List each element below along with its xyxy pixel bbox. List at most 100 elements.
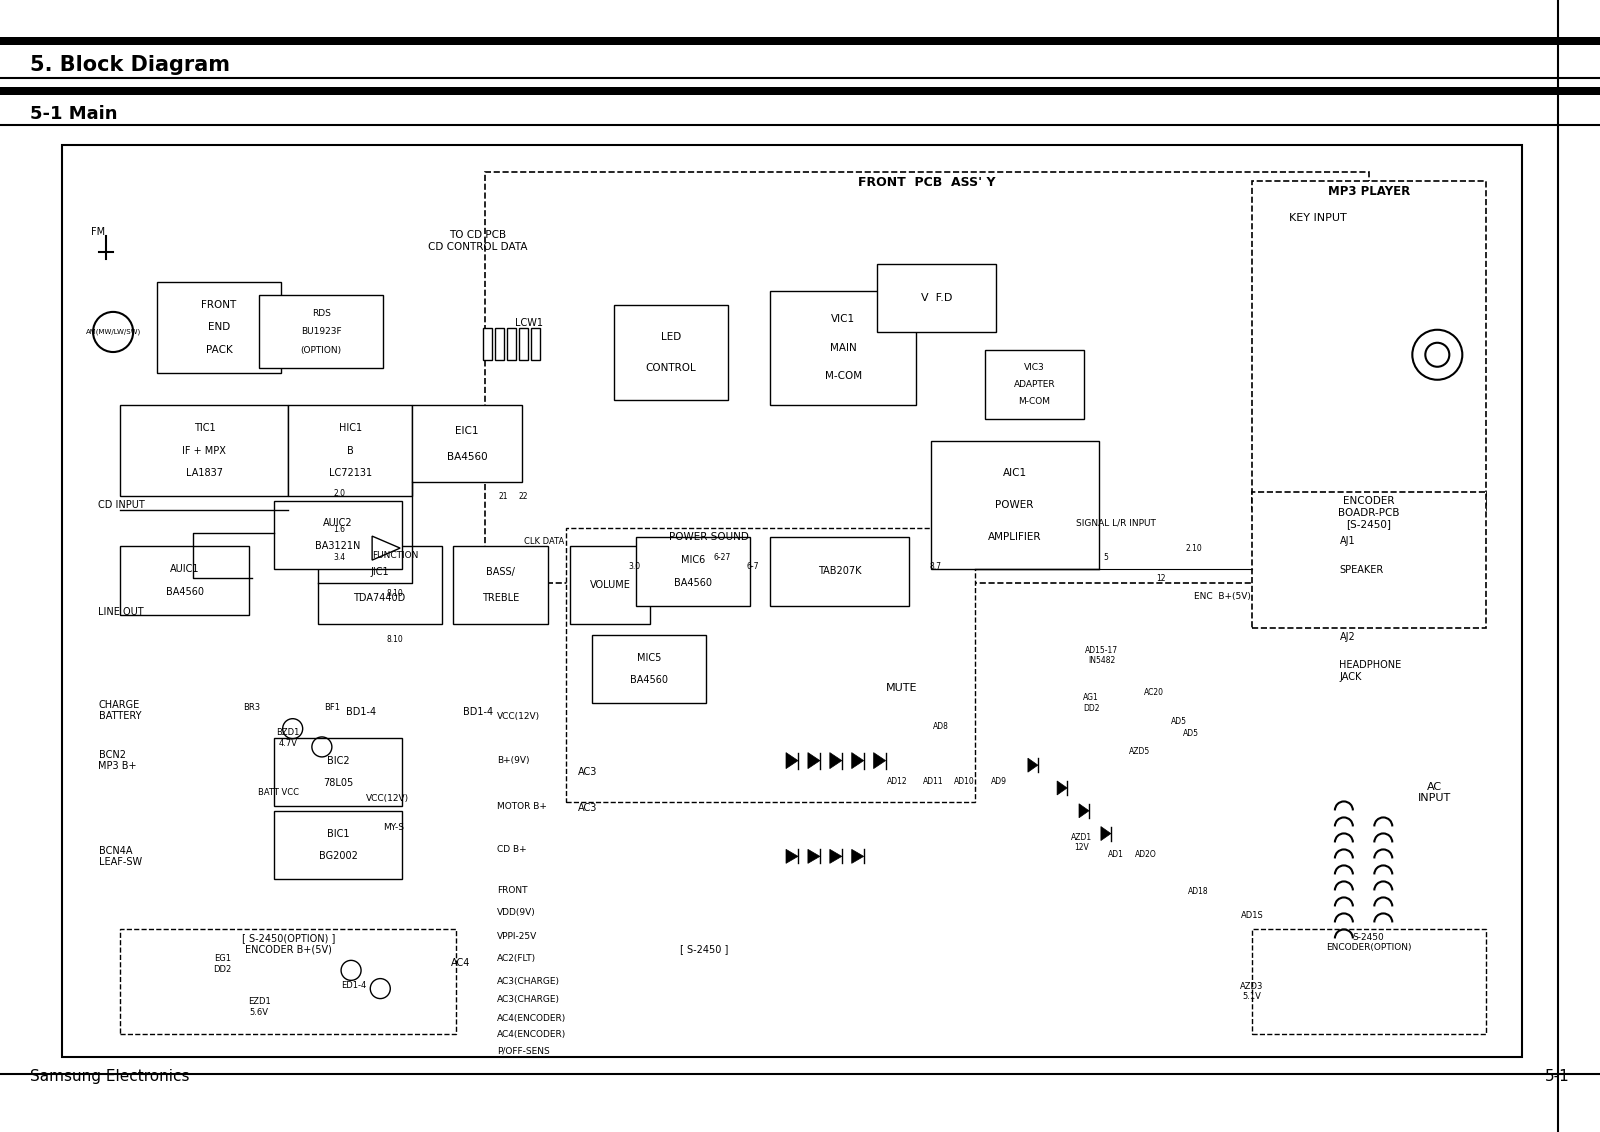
- Text: HIC1: HIC1: [339, 422, 362, 432]
- Bar: [453, 547, 549, 624]
- Text: CHARGE
BATTERY: CHARGE BATTERY: [99, 700, 141, 721]
- Text: MOTOR B+: MOTOR B+: [498, 801, 547, 811]
- Bar: [566, 528, 974, 801]
- Text: BASS/: BASS/: [486, 567, 515, 577]
- Text: 22: 22: [518, 491, 528, 500]
- Text: MIC6: MIC6: [680, 555, 706, 565]
- Bar: [635, 538, 750, 606]
- Text: ED1-4: ED1-4: [341, 981, 366, 990]
- Text: VPPI-25V: VPPI-25V: [498, 932, 538, 941]
- Text: AJ2: AJ2: [1339, 632, 1355, 642]
- Text: VIC3: VIC3: [1024, 362, 1045, 371]
- Bar: [62, 145, 1522, 1057]
- Text: AD18: AD18: [1187, 886, 1208, 895]
- Bar: [485, 172, 1368, 583]
- Text: BR3: BR3: [243, 703, 261, 712]
- Bar: [507, 328, 517, 360]
- Polygon shape: [1027, 758, 1038, 772]
- Text: TDA7440D: TDA7440D: [354, 593, 406, 603]
- Text: BIC2: BIC2: [326, 755, 349, 765]
- Text: AD9: AD9: [992, 777, 1008, 786]
- Text: TREBLE: TREBLE: [482, 593, 520, 603]
- Text: M-COM: M-COM: [824, 371, 862, 381]
- Text: EZD1
5.6V: EZD1 5.6V: [248, 997, 270, 1017]
- Text: AC2(FLT): AC2(FLT): [498, 954, 536, 963]
- Text: POWER-SOUND: POWER-SOUND: [669, 532, 749, 542]
- Text: AZD1
12V: AZD1 12V: [1070, 833, 1091, 852]
- Text: 8.7: 8.7: [930, 561, 941, 571]
- Text: AMPLIFIER: AMPLIFIER: [987, 532, 1042, 542]
- Text: AD10: AD10: [954, 777, 974, 786]
- Text: B+(9V): B+(9V): [498, 756, 530, 765]
- Text: MUTE: MUTE: [886, 683, 917, 693]
- Text: AD12: AD12: [886, 777, 907, 786]
- Bar: [0, 37, 1600, 45]
- Bar: [483, 328, 493, 360]
- Text: AZD5: AZD5: [1130, 747, 1150, 756]
- Bar: [274, 738, 402, 806]
- Text: AUIC1: AUIC1: [170, 564, 200, 574]
- Text: BCN2
MP3 B+: BCN2 MP3 B+: [99, 749, 138, 771]
- Bar: [120, 405, 288, 496]
- Text: HEADPHONE
JACK: HEADPHONE JACK: [1339, 660, 1402, 681]
- Bar: [274, 500, 402, 569]
- Text: EIC1: EIC1: [456, 426, 478, 436]
- Text: AC3(CHARGE): AC3(CHARGE): [498, 995, 560, 1004]
- Text: POWER: POWER: [995, 500, 1034, 511]
- Text: BCN4A
LEAF-SW: BCN4A LEAF-SW: [99, 846, 142, 867]
- Polygon shape: [1058, 781, 1067, 795]
- Polygon shape: [786, 753, 798, 769]
- Text: VCC(12V): VCC(12V): [366, 795, 410, 804]
- Polygon shape: [1078, 804, 1090, 817]
- Bar: [274, 811, 402, 880]
- Text: AD5: AD5: [1171, 717, 1187, 726]
- Text: BD1-4: BD1-4: [462, 708, 493, 718]
- Text: AC3: AC3: [578, 803, 597, 813]
- Text: AD15-17
IN5482: AD15-17 IN5482: [1085, 646, 1118, 666]
- Bar: [1251, 181, 1485, 509]
- Text: PACK: PACK: [205, 345, 232, 355]
- Text: M-COM: M-COM: [1018, 397, 1050, 406]
- Text: AUIC2: AUIC2: [323, 518, 352, 529]
- Text: CONTROL: CONTROL: [645, 363, 696, 374]
- Text: 5-1: 5-1: [1546, 1069, 1570, 1084]
- Text: ENCODER: ENCODER: [1342, 496, 1395, 506]
- Text: 8.10: 8.10: [387, 589, 403, 598]
- Polygon shape: [874, 753, 886, 769]
- Bar: [570, 547, 650, 624]
- Text: B: B: [347, 446, 354, 455]
- Text: AD2O: AD2O: [1134, 850, 1157, 859]
- Bar: [1251, 491, 1485, 628]
- Bar: [0, 87, 1600, 95]
- Text: VIC1: VIC1: [830, 315, 854, 325]
- Text: FM: FM: [91, 226, 106, 237]
- Text: BA4560: BA4560: [674, 577, 712, 588]
- Text: AC20: AC20: [1144, 688, 1165, 696]
- Text: V  F.D: V F.D: [922, 293, 952, 302]
- Bar: [120, 547, 250, 615]
- Text: TAB207K: TAB207K: [818, 566, 861, 576]
- Polygon shape: [808, 753, 819, 769]
- Text: RDS: RDS: [312, 309, 331, 318]
- Text: ENCODER(OPTION): ENCODER(OPTION): [1326, 943, 1411, 952]
- Bar: [592, 635, 706, 703]
- Text: 2.0: 2.0: [333, 489, 346, 498]
- Text: 3.0: 3.0: [629, 561, 640, 571]
- Text: ENCODER B+(5V): ENCODER B+(5V): [245, 944, 331, 954]
- Text: TIC1: TIC1: [194, 422, 214, 432]
- Text: BD1-4: BD1-4: [346, 708, 376, 718]
- Text: SPEAKER: SPEAKER: [1339, 565, 1384, 575]
- Text: MY-S: MY-S: [384, 823, 405, 832]
- Polygon shape: [808, 849, 819, 864]
- Text: AD8: AD8: [933, 722, 949, 731]
- Bar: [520, 328, 528, 360]
- Text: LA1837: LA1837: [186, 469, 222, 479]
- Text: KEY INPUT: KEY INPUT: [1288, 213, 1347, 223]
- Bar: [157, 282, 282, 374]
- Text: 8.10: 8.10: [387, 635, 403, 644]
- Text: SIGNAL L/R INPUT: SIGNAL L/R INPUT: [1077, 518, 1157, 528]
- Text: ADAPTER: ADAPTER: [1013, 380, 1054, 389]
- Text: FUNCTION: FUNCTION: [371, 551, 418, 560]
- Bar: [877, 264, 997, 332]
- Text: AD5: AD5: [1182, 729, 1198, 738]
